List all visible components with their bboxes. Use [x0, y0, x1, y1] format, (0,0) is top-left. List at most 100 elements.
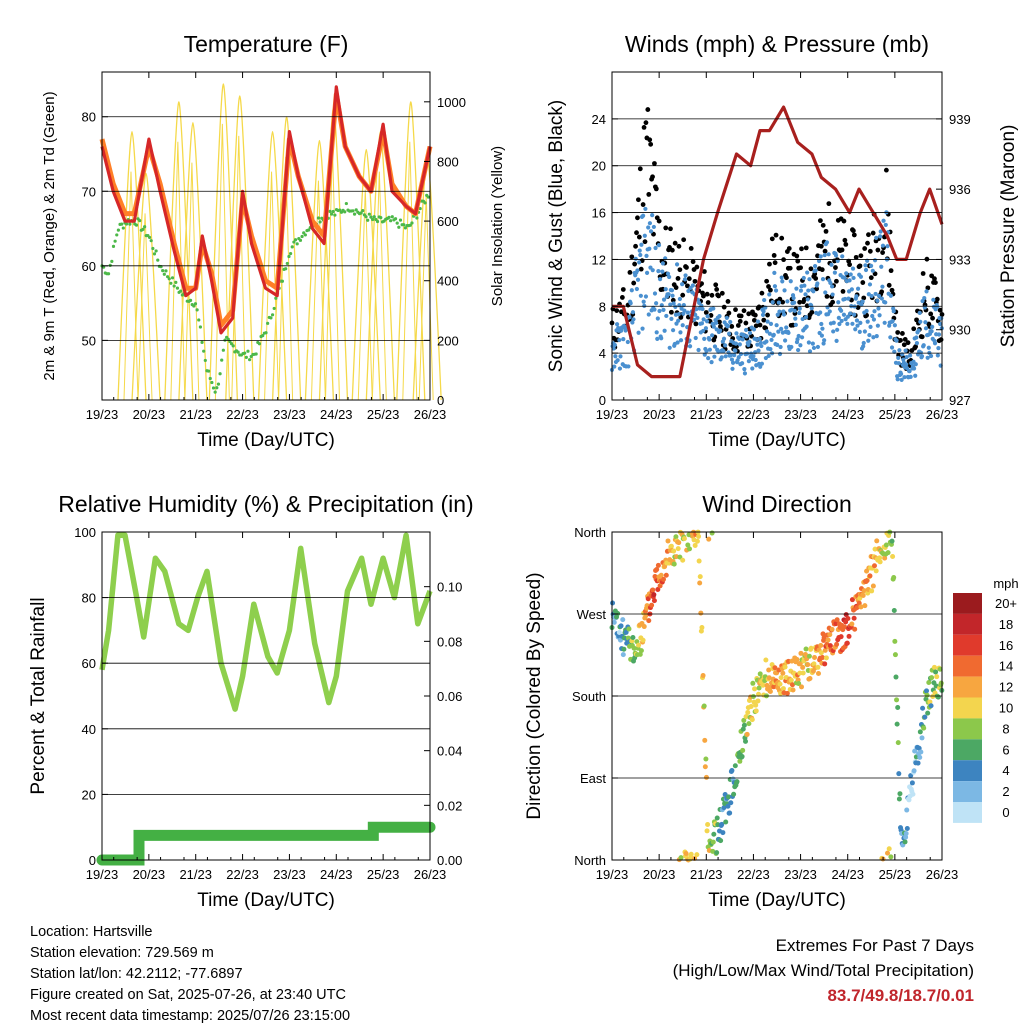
gust-point	[663, 225, 669, 231]
wind-point	[639, 242, 644, 247]
direction-point	[864, 578, 870, 584]
gust-point	[746, 311, 752, 317]
wind-point	[654, 301, 659, 306]
wind-point	[740, 361, 745, 366]
temperature-xtick-label: 22/23	[226, 407, 259, 422]
wind-point	[903, 348, 908, 353]
direction-point	[892, 638, 898, 644]
legend-label: 0	[1002, 805, 1009, 820]
wind-point	[876, 306, 881, 311]
gust-point	[879, 289, 885, 295]
direction-point	[937, 666, 943, 672]
wind-point	[683, 273, 688, 278]
temperature-plot	[99, 83, 442, 401]
wind-point	[677, 296, 682, 302]
dewpoint-point	[418, 206, 422, 211]
wind-point	[881, 218, 886, 223]
solar-insolation-spike	[208, 83, 239, 401]
legend-label: 20+	[995, 596, 1017, 611]
wind-point	[806, 340, 811, 345]
dewpoint-point	[369, 215, 373, 219]
gust-point	[684, 265, 689, 270]
direction-point	[925, 710, 931, 716]
direction-point	[752, 686, 758, 692]
wind-point	[935, 304, 940, 309]
dewpoint-point	[203, 358, 207, 363]
direction-point	[874, 538, 880, 544]
direction-point	[711, 831, 717, 837]
wind-point	[870, 268, 875, 273]
wind-point	[848, 311, 853, 316]
wind-point	[828, 280, 833, 286]
direction-point	[893, 674, 899, 680]
wind-point	[612, 342, 617, 348]
gust-point	[780, 299, 786, 305]
dewpoint-point	[287, 254, 291, 259]
wind-point	[852, 312, 857, 317]
wind-point	[757, 336, 762, 342]
wind-point	[846, 296, 851, 301]
wind-point	[674, 262, 680, 267]
gust-point	[851, 232, 857, 238]
dewpoint-point	[415, 216, 419, 220]
direction-point	[915, 760, 921, 766]
gust-point	[713, 282, 719, 288]
wind-point	[801, 275, 806, 281]
humidity-ylabel: Percent & Total Rainfall	[28, 597, 49, 794]
wind-point	[840, 254, 845, 259]
gust-point	[721, 304, 727, 310]
wind-point	[702, 336, 707, 341]
direction-point	[756, 691, 762, 697]
wind-point	[734, 331, 739, 336]
wind-point	[923, 326, 929, 331]
direction-point	[778, 675, 784, 681]
humidity-xtick-label: 20/23	[133, 867, 166, 882]
direction-point	[630, 635, 636, 641]
direction-point	[860, 592, 866, 598]
direction-point	[671, 561, 677, 567]
wind-point	[932, 341, 938, 346]
wind-point	[875, 298, 880, 303]
gust-point	[757, 322, 763, 328]
wind-point	[908, 374, 913, 379]
wind-point	[898, 371, 904, 377]
wind-point	[874, 235, 879, 240]
humidity-xlabel: Time (Day/UTC)	[197, 890, 335, 911]
temperature-y2tick-label: 600	[437, 214, 459, 229]
dewpoint-point	[423, 201, 427, 205]
dewpoint-point	[141, 227, 145, 231]
direction-point	[827, 643, 833, 649]
direction-ytick-label: West	[577, 607, 607, 622]
gust-point	[737, 318, 743, 324]
dewpoint-point	[367, 212, 371, 216]
dewpoint-point	[188, 298, 193, 302]
legend-label: 8	[1002, 721, 1009, 736]
station-info: Location: Hartsville Station elevation: …	[30, 922, 350, 1027]
winds-ytick-label: 4	[599, 346, 606, 361]
legend-swatch	[953, 802, 982, 823]
gust-point	[934, 296, 940, 302]
wind-point	[860, 299, 865, 304]
wind-point	[782, 288, 787, 293]
direction-point	[757, 671, 763, 677]
humidity-xtick-label: 21/23	[179, 867, 212, 882]
wind-point	[641, 213, 646, 218]
wind-point	[702, 352, 707, 357]
location-text: Location: Hartsville	[30, 924, 153, 940]
winds-y2tick-label: 936	[949, 182, 971, 197]
direction-point	[709, 530, 715, 536]
wind-point	[630, 320, 635, 325]
winds-ylabel: Sonic Wind & Gust (Blue, Black)	[546, 100, 567, 372]
wind-point	[823, 290, 828, 295]
dewpoint-point	[248, 358, 252, 362]
wind-point	[725, 323, 731, 328]
wind-point	[633, 256, 638, 261]
wind-point	[730, 360, 736, 365]
gust-point	[670, 297, 676, 303]
wind-point	[656, 243, 662, 248]
gust-point	[642, 239, 648, 245]
gust-point	[823, 228, 829, 234]
gust-point	[704, 291, 710, 297]
direction-point	[719, 821, 725, 827]
wind-point	[742, 371, 748, 376]
